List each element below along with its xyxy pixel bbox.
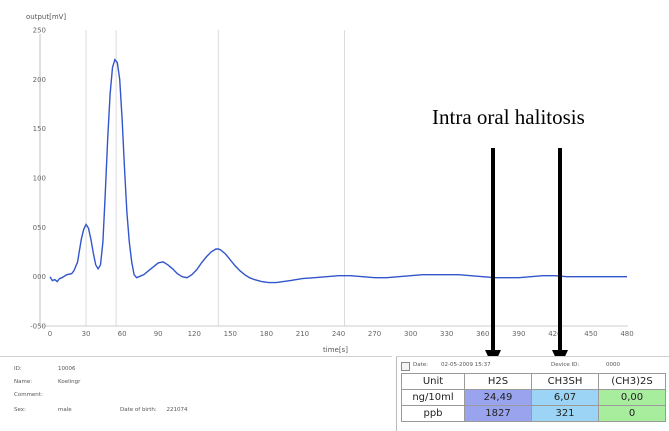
y-tick-label: 150 (33, 125, 46, 133)
comment-label: Comment: (14, 392, 43, 398)
h2s-value-cell: 24,49 (464, 389, 532, 406)
dob-label: Date of birth: (120, 407, 157, 413)
name-label: Name: (14, 379, 33, 385)
comment-row: Comment: (14, 392, 43, 398)
y-tick-label: 000 (33, 273, 46, 281)
output-series-line (49, 58, 627, 284)
h2s-value-cell: 1827 (464, 405, 532, 422)
x-tick-label: 150 (224, 330, 237, 338)
date-value: 02-05-2009 15:37 (441, 362, 491, 368)
results-table: Unit H2S CH3SH (CH3)2S ng/10ml 24,49 6,0… (401, 373, 666, 422)
reference-lines (85, 30, 345, 326)
y-axis-label: output[mV] (26, 13, 66, 21)
results-header: Date: 02-05-2009 15:37 Device ID: 0000 (401, 362, 666, 372)
table-row: ng/10ml 24,49 6,07 0,00 (401, 389, 666, 406)
ch32s-value-cell: 0,00 (598, 389, 666, 406)
header-unit: Unit (401, 373, 465, 390)
x-tick-label: 90 (154, 330, 163, 338)
y-tick-label: 250 (33, 27, 46, 35)
y-tick-label: -050 (30, 323, 46, 331)
id-value: 10006 (58, 366, 76, 372)
sex-row: Sex: male (14, 407, 72, 413)
row-unit-cell: ppb (401, 405, 465, 422)
table-row: ppb 1827 321 0 (401, 405, 666, 422)
x-tick-label: 390 (512, 330, 525, 338)
ch32s-value-cell: 0 (598, 405, 666, 422)
id-row: ID: 10006 (14, 366, 76, 372)
x-tick-label: 360 (476, 330, 489, 338)
y-axis-ticks: 250 200 150 100 050 000 -050 (30, 27, 46, 331)
x-tick-label: 30 (82, 330, 91, 338)
x-tick-label: 480 (620, 330, 633, 338)
device-value: 0000 (606, 362, 620, 368)
patient-info-panel: ID: 10006 Name: Koelingr Comment: Sex: m… (0, 356, 392, 431)
y-tick-label: 200 (33, 76, 46, 84)
row-unit-cell: ng/10ml (401, 389, 465, 406)
name-row: Name: Koelingr (14, 379, 80, 385)
y-tick-label: 100 (33, 175, 46, 183)
table-header-row: Unit H2S CH3SH (CH3)2S (401, 373, 666, 390)
x-axis-label: time[s] (323, 346, 348, 354)
x-tick-label: 0 (48, 330, 52, 338)
header-ch32s: (CH3)2S (598, 373, 666, 390)
x-tick-label: 330 (440, 330, 453, 338)
x-tick-label: 240 (332, 330, 345, 338)
x-tick-label: 180 (260, 330, 273, 338)
x-tick-label: 210 (296, 330, 309, 338)
name-value: Koelingr (58, 379, 81, 385)
chromatogram-chart: output[mV] 250 200 150 100 050 000 -050 0 30 60 9… (26, 13, 634, 356)
device-label: Device ID: (551, 362, 580, 368)
arrow-ch3sh (552, 148, 568, 356)
ch3sh-value-cell: 6,07 (531, 389, 599, 406)
sex-value: male (58, 407, 72, 413)
x-tick-label: 450 (584, 330, 597, 338)
arrow-h2s (485, 148, 501, 356)
annotation-text: Intra oral halitosis (432, 105, 585, 129)
x-tick-label: 60 (118, 330, 127, 338)
dob-value: 221074 (166, 407, 188, 413)
x-tick-label: 300 (404, 330, 417, 338)
results-panel: Date: 02-05-2009 15:37 Device ID: 0000 U… (396, 356, 669, 431)
x-tick-label: 120 (188, 330, 201, 338)
ch3sh-value-cell: 321 (531, 405, 599, 422)
id-label: ID: (14, 366, 22, 372)
sex-label: Sex: (14, 407, 26, 413)
dob-row: Date of birth: 221074 (120, 407, 187, 413)
x-tick-label: 420 (548, 330, 561, 338)
header-h2s: H2S (464, 373, 532, 390)
header-ch3sh: CH3SH (531, 373, 599, 390)
x-tick-label: 270 (368, 330, 381, 338)
y-tick-label: 050 (33, 224, 46, 232)
select-checkbox[interactable] (401, 362, 410, 371)
x-axis-ticks: 0 30 60 90 120 150 180 210 240 270 300 330 360 390 420… (48, 330, 634, 338)
date-label: Date: (413, 362, 428, 368)
